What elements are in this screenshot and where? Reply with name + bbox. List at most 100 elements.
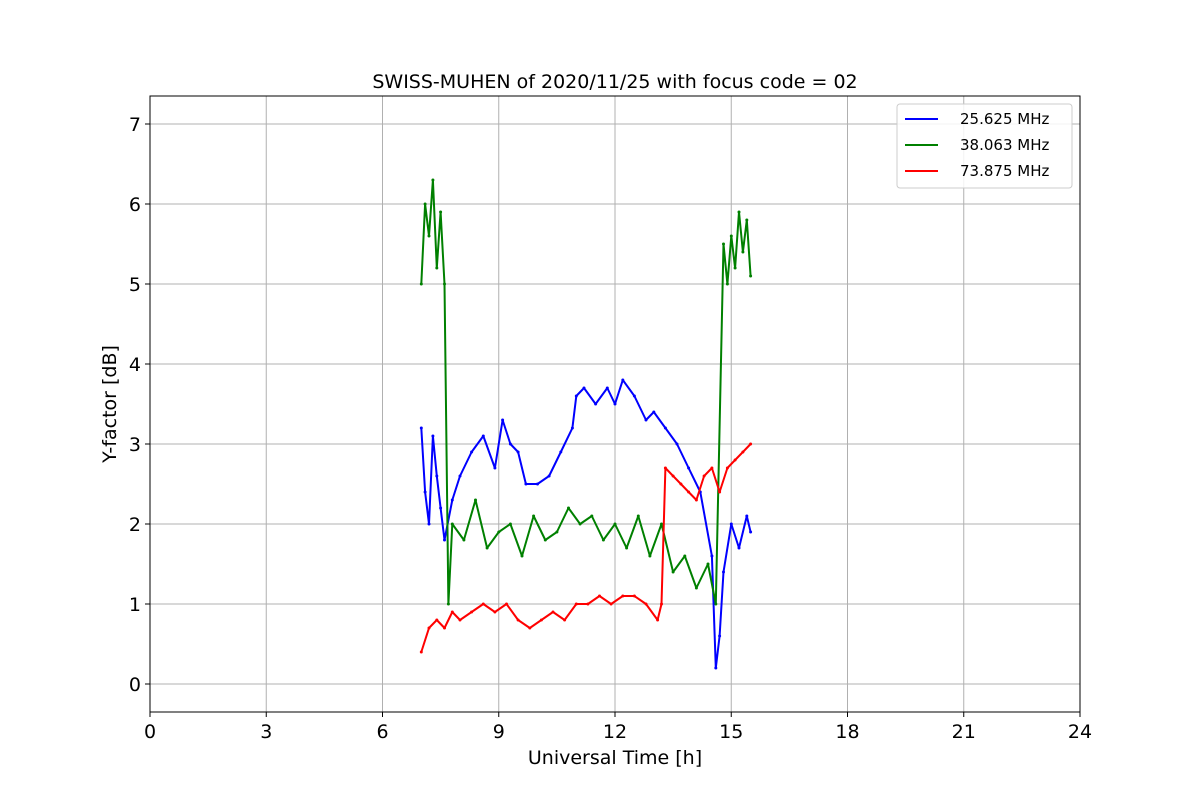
series-1-point <box>547 474 551 478</box>
series-1-point <box>663 426 667 430</box>
series-3-point <box>644 602 648 606</box>
legend-label-2: 38.063 MHz <box>960 136 1049 154</box>
series-3-point <box>427 626 431 630</box>
series-1-point <box>749 530 753 534</box>
legend: 25.625 MHz 38.063 MHz 73.875 MHz <box>896 103 1073 189</box>
series-2-point <box>450 522 454 526</box>
series-3-point <box>710 466 714 470</box>
series-line-3 <box>420 443 752 653</box>
legend-box <box>896 103 1073 189</box>
x-tick-label: 0 <box>144 721 156 743</box>
series-1-point <box>644 418 648 422</box>
x-tick-label: 15 <box>719 721 743 743</box>
x-tick-label: 9 <box>493 721 505 743</box>
x-tick-label: 6 <box>376 721 388 743</box>
series-1-point <box>536 482 539 486</box>
series-3-point <box>458 618 462 622</box>
series-2-point <box>694 586 698 590</box>
series-3-point <box>505 602 508 606</box>
x-tick-label: 12 <box>603 721 627 743</box>
series-2-point <box>497 530 501 534</box>
series-3-point <box>621 594 625 598</box>
y-tick-label: 6 <box>129 194 141 216</box>
series-2-point <box>435 266 439 270</box>
series-1-point <box>675 442 679 446</box>
series-1-point <box>652 410 656 414</box>
series-2-point <box>729 234 733 238</box>
series-line-2 <box>420 179 752 605</box>
series-3-point <box>435 618 439 622</box>
y-tick-label: 7 <box>129 114 141 136</box>
y-tick-label: 1 <box>129 594 141 616</box>
series-3-point <box>574 602 578 606</box>
series-3-point <box>656 618 660 622</box>
grid-layer <box>149 96 1081 712</box>
series-2-point <box>722 242 725 246</box>
series-1-point <box>435 474 439 478</box>
series-2-point <box>749 274 753 278</box>
series-2-point <box>648 554 652 558</box>
series-2-point <box>520 554 524 558</box>
series-2-point <box>590 514 594 518</box>
y-tick-label: 0 <box>129 674 141 696</box>
x-tick-label: 24 <box>1068 721 1092 743</box>
series-1-point <box>501 418 505 422</box>
series-3-point <box>551 610 555 614</box>
series-2-point <box>543 538 547 542</box>
series-1-point <box>729 522 733 526</box>
series-3-point <box>481 602 485 606</box>
series-3-point <box>528 626 532 630</box>
series-3-point <box>741 450 745 454</box>
series-2-point <box>625 546 629 550</box>
series-1-point <box>605 386 609 390</box>
series-2-point <box>671 570 675 574</box>
series-3-point <box>419 650 423 654</box>
series-3-point <box>660 602 663 606</box>
series-3-point <box>679 482 683 486</box>
series-2-point <box>427 234 431 238</box>
series-1-point <box>687 466 691 470</box>
series-2-point <box>714 602 718 606</box>
series-2-point <box>578 522 582 526</box>
series-1-point <box>439 506 443 510</box>
series-1-point <box>427 522 431 526</box>
series-2-point <box>439 210 443 214</box>
series-2-point <box>423 202 427 206</box>
series-1-point <box>722 570 725 574</box>
series-3-point <box>609 602 613 606</box>
y-tick-label: 5 <box>129 274 141 296</box>
series-1-point <box>431 434 435 438</box>
series-1-point <box>594 402 598 406</box>
series-1-point <box>450 498 454 502</box>
series-3-point <box>632 594 636 598</box>
series-1-point <box>582 386 586 390</box>
x-tick-label: 21 <box>952 721 976 743</box>
legend-label-3: 73.875 MHz <box>960 162 1049 180</box>
series-2-point <box>741 250 745 254</box>
series-1-point <box>718 634 722 638</box>
series-1-point <box>481 434 485 438</box>
series-3-point <box>718 490 722 494</box>
series-3-point <box>663 466 667 470</box>
series-1-point <box>524 482 528 486</box>
series-3-point <box>725 466 729 470</box>
series-2-point <box>431 178 435 182</box>
series-3-point <box>694 498 698 502</box>
y-tick-label: 2 <box>129 514 141 536</box>
series-2-point <box>706 562 710 566</box>
series-2-point <box>485 546 489 550</box>
series-2-point <box>683 554 687 558</box>
series-3-point <box>470 610 474 614</box>
series-3-point <box>687 490 691 494</box>
series-1-point <box>493 466 497 470</box>
series-1-point <box>632 394 636 398</box>
series-1-point <box>470 450 474 454</box>
series-3-point <box>598 594 601 598</box>
series-1-point <box>443 538 446 542</box>
series-2-point <box>725 282 729 286</box>
chart-title: SWISS-MUHEN of 2020/11/25 with focus cod… <box>372 71 857 93</box>
series-3-point <box>671 474 675 478</box>
series-1-point <box>745 514 749 518</box>
series-3-point <box>702 474 706 478</box>
